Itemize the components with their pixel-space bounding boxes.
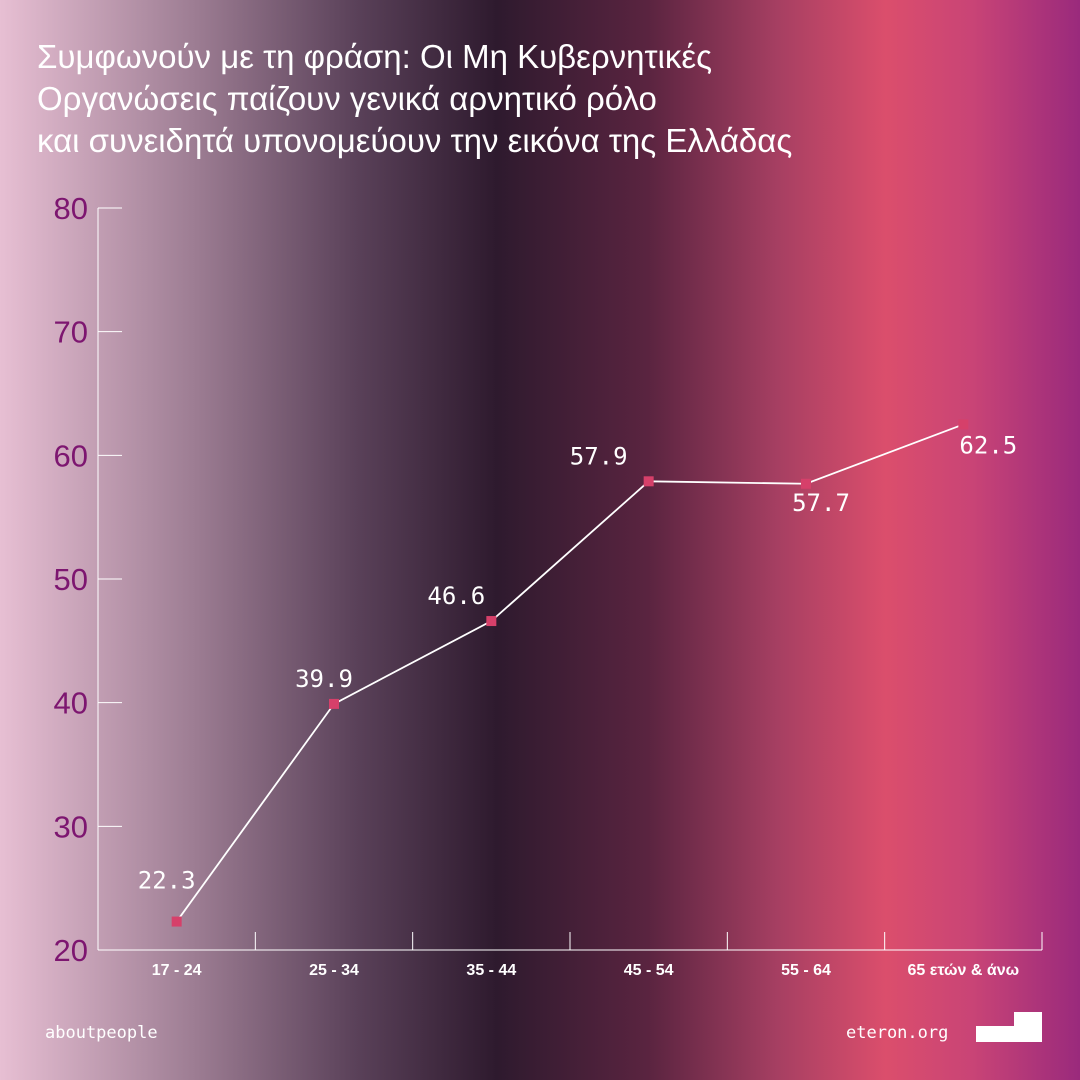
x-tick-label: 35 - 44 (466, 962, 516, 979)
data-labels: 22.3 39.9 46.6 57.9 57.7 62.5 (138, 431, 1017, 894)
series-line-path (175, 423, 964, 923)
y-tick-label: 50 (54, 562, 88, 597)
data-point-marker (958, 419, 969, 430)
y-tick-label: 20 (54, 933, 88, 968)
x-tick-label: 55 - 64 (781, 962, 831, 979)
data-markers (171, 419, 969, 927)
eteron-logo-icon (976, 1012, 1042, 1042)
y-tick-label: 60 (54, 438, 88, 473)
y-tick-label: 30 (54, 809, 88, 844)
source-label: aboutpeople (45, 1023, 158, 1043)
data-label: 57.9 (570, 442, 628, 470)
site-label: eteron.org (846, 1023, 949, 1043)
y-axis-ticks: 20 30 40 50 60 70 80 (54, 191, 122, 968)
title-line-3: και συνειδητά υπονομεύουν την εικόνα της… (37, 122, 793, 159)
data-point-marker (486, 616, 497, 627)
data-point-marker (801, 478, 811, 489)
data-label: 62.5 (959, 431, 1017, 459)
series-line (175, 423, 964, 923)
title-line-2: Οργανώσεις παίζουν γενικά αρνητικό ρόλο (37, 80, 657, 117)
title-line-1: Συμφωνούν με τη φράση: Οι Μη Κυβερνητικέ… (37, 38, 712, 75)
x-tick-label: 17 - 24 (152, 962, 202, 979)
data-point-marker (171, 916, 182, 927)
data-label: 39.9 (295, 665, 353, 693)
chart-title: Συμφωνούν με τη φράση: Οι Μη Κυβερνητικέ… (37, 36, 1037, 162)
x-tick-label: 25 - 34 (309, 962, 359, 979)
y-tick-label: 80 (54, 191, 88, 226)
data-label: 46.6 (427, 582, 485, 610)
data-label: 22.3 (138, 867, 196, 895)
x-axis-ticks: 17 - 24 25 - 34 35 - 44 45 - 54 55 - 64 65 ετ… (97, 932, 1043, 979)
data-point-marker (329, 698, 339, 709)
x-tick-label: 45 - 54 (624, 962, 674, 979)
x-tick-label: 65 ετών & άνω (908, 962, 1020, 979)
chart-axes (97, 208, 1042, 951)
y-tick-label: 40 (54, 686, 88, 721)
y-tick-label: 70 (54, 315, 88, 350)
data-point-marker (643, 476, 654, 487)
data-label: 57.7 (792, 489, 850, 517)
